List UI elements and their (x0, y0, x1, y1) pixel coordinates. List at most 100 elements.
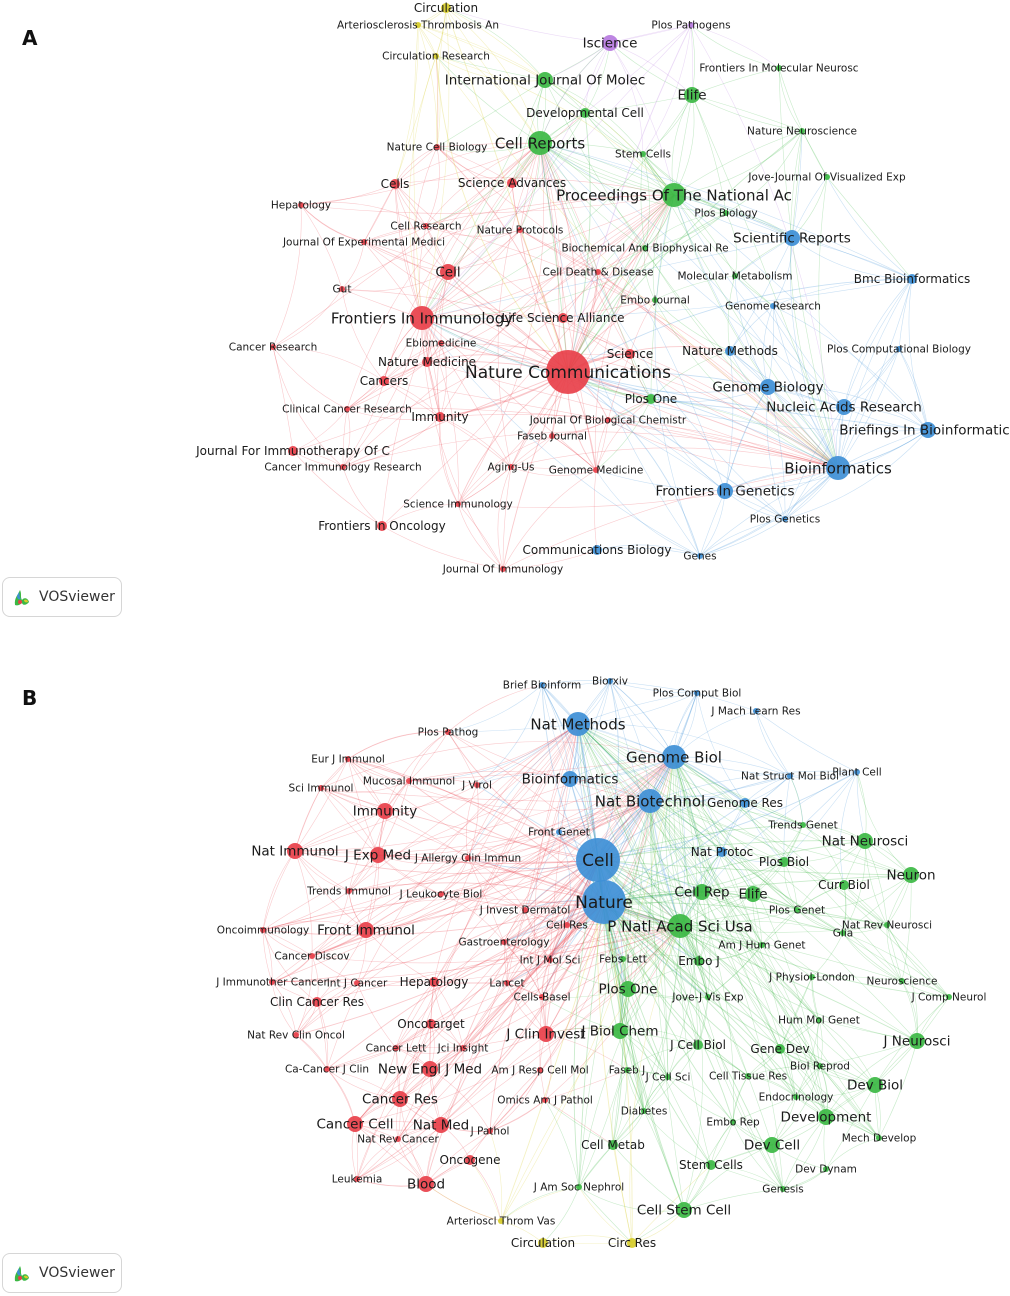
node-circle[interactable] (794, 907, 800, 913)
journal-node-clin-cancer-res[interactable]: Clin Cancer Res (270, 995, 364, 1009)
node-circle[interactable] (605, 417, 611, 423)
journal-node-leukemia[interactable]: Leukemia (332, 1174, 383, 1186)
node-circle[interactable] (787, 773, 793, 779)
node-circle[interactable] (824, 174, 830, 180)
journal-node-aging-us[interactable]: Aging-Us (487, 462, 534, 474)
journal-node-genes[interactable]: Genes (683, 551, 716, 563)
journal-node-endocrinology[interactable]: Endocrinology (759, 1092, 834, 1104)
node-circle[interactable] (507, 178, 517, 188)
journal-node-dev-dynam[interactable]: Dev Dynam (795, 1164, 857, 1176)
node-circle[interactable] (347, 1116, 363, 1132)
node-circle[interactable] (816, 1017, 822, 1023)
journal-node-j-pathol[interactable]: J Pathol (470, 1126, 510, 1138)
journal-node-hepatology[interactable]: Hepatology (400, 975, 469, 989)
node-circle[interactable] (542, 1097, 548, 1103)
journal-node-cell-reports[interactable]: Cell Reports (495, 131, 586, 155)
node-circle[interactable] (474, 782, 480, 788)
journal-node-plos-comput-biol[interactable]: Plos Comput Biol (653, 688, 742, 700)
node-circle[interactable] (344, 406, 350, 412)
node-circle[interactable] (346, 888, 352, 894)
node-circle[interactable] (624, 1067, 630, 1073)
journal-node-briefings-in-bioinformatics[interactable]: Briefings In Bioinformatics (839, 422, 1010, 439)
journal-node-gene-dev[interactable]: Gene Dev (750, 1042, 809, 1056)
journal-node-j-biol-chem[interactable]: J Biol Chem (580, 1023, 659, 1040)
node-circle[interactable] (406, 778, 412, 784)
journal-node-plos-one[interactable]: Plos One (599, 981, 658, 998)
node-circle[interactable] (422, 357, 432, 367)
journal-node-science-immunology[interactable]: Science Immunology (403, 499, 513, 511)
journal-node-blood[interactable]: Blood (407, 1176, 445, 1193)
journal-node-j-am-soc-nephrol[interactable]: J Am Soc Nephrol (533, 1182, 624, 1194)
node-circle[interactable] (920, 422, 936, 438)
journal-node-bmc-bioinformatics[interactable]: Bmc Bioinformatics (854, 272, 970, 286)
node-circle[interactable] (770, 303, 776, 309)
node-circle[interactable] (909, 1033, 925, 1049)
journal-node-plant-cell[interactable]: Plant Cell (832, 767, 881, 779)
node-circle[interactable] (393, 1045, 399, 1051)
journal-node-nature-protocols[interactable]: Nature Protocols (477, 225, 564, 237)
node-circle[interactable] (784, 230, 800, 246)
node-circle[interactable] (566, 712, 590, 736)
node-circle[interactable] (538, 1238, 548, 1248)
journal-node-cancer-cell[interactable]: Cancer Cell (316, 1116, 394, 1133)
journal-node-developmental-cell[interactable]: Developmental Cell (526, 106, 644, 120)
journal-node-cell-metab[interactable]: Cell Metab (581, 1138, 645, 1152)
node-circle[interactable] (438, 340, 444, 346)
vosviewer-badge-b[interactable]: VOSviewer (2, 1253, 122, 1293)
node-circle[interactable] (422, 1061, 438, 1077)
node-circle[interactable] (826, 456, 850, 480)
journal-node-cancer-immunology-research[interactable]: Cancer Immunology Research (264, 462, 421, 474)
node-circle[interactable] (817, 1063, 823, 1069)
node-circle[interactable] (440, 264, 456, 280)
journal-node-journal-of-experimental-medici[interactable]: Journal Of Experimental Medici (282, 237, 445, 249)
node-circle[interactable] (782, 516, 788, 522)
node-circle[interactable] (793, 1094, 799, 1100)
node-circle[interactable] (582, 880, 626, 924)
journal-node-iscience[interactable]: Iscience (583, 35, 638, 52)
journal-node-nat-protoc[interactable]: Nat Protoc (691, 845, 754, 859)
node-circle[interactable] (694, 956, 704, 966)
node-circle[interactable] (946, 994, 952, 1000)
journal-node-j-clin-invest[interactable]: J Clin Invest (505, 1026, 586, 1043)
node-circle[interactable] (445, 729, 451, 735)
node-circle[interactable] (745, 1073, 751, 1079)
journal-node-development[interactable]: Development (781, 1109, 872, 1126)
journal-node-elife[interactable]: Elife (738, 886, 768, 903)
journal-node-nat-rev-clin-oncol[interactable]: Nat Rev Clin Oncol (247, 1030, 345, 1042)
journal-node-new-engl-j-med[interactable]: New Engl J Med (378, 1061, 482, 1078)
node-circle[interactable] (345, 756, 351, 762)
journal-node-gut[interactable]: Gut (333, 284, 352, 296)
node-circle[interactable] (537, 72, 553, 88)
node-circle[interactable] (688, 22, 694, 28)
node-circle[interactable] (694, 884, 710, 900)
journal-node-scientific-reports[interactable]: Scientific Reports (733, 230, 851, 247)
journal-node-cells-basel[interactable]: Cells-Basel (514, 992, 571, 1004)
node-circle[interactable] (857, 833, 873, 849)
journal-node-embo-rep[interactable]: Embo Rep (706, 1117, 760, 1129)
journal-node-plos-genetics[interactable]: Plos Genetics (750, 514, 820, 526)
journal-node-dev-biol[interactable]: Dev Biol (847, 1077, 903, 1094)
vosviewer-badge-a[interactable]: VOSviewer (2, 577, 122, 617)
journal-node-cancer-lett[interactable]: Cancer Lett (366, 1043, 427, 1055)
node-circle[interactable] (537, 1067, 543, 1073)
journal-node-j-exp-med[interactable]: J Exp Med (344, 847, 411, 864)
journal-node-jove-j-vis-exp[interactable]: Jove-J Vis Exp (671, 992, 744, 1004)
journal-node-curr-biol[interactable]: Curr Biol (818, 878, 870, 892)
journal-node-frontiers-in-genetics[interactable]: Frontiers In Genetics (655, 483, 795, 500)
node-circle[interactable] (839, 880, 849, 890)
node-circle[interactable] (620, 956, 626, 962)
journal-node-cell[interactable]: Cell (435, 264, 461, 281)
node-circle[interactable] (780, 1186, 786, 1192)
journal-node-genome-medicine[interactable]: Genome Medicine (549, 465, 644, 477)
journal-node-cell-tissue-res[interactable]: Cell Tissue Res (709, 1071, 787, 1083)
journal-node-nat-struct-mol-biol[interactable]: Nat Struct Mol Biol (741, 771, 839, 783)
journal-node-dev-cell[interactable]: Dev Cell (744, 1137, 800, 1154)
node-circle[interactable] (433, 53, 439, 59)
node-circle[interactable] (884, 922, 890, 928)
node-circle[interactable] (779, 857, 789, 867)
node-circle[interactable] (504, 980, 510, 986)
node-circle[interactable] (595, 269, 601, 275)
node-circle[interactable] (652, 297, 658, 303)
journal-node-embo-j[interactable]: Embo J (678, 954, 720, 968)
journal-node-glia[interactable]: Glia (833, 928, 853, 940)
